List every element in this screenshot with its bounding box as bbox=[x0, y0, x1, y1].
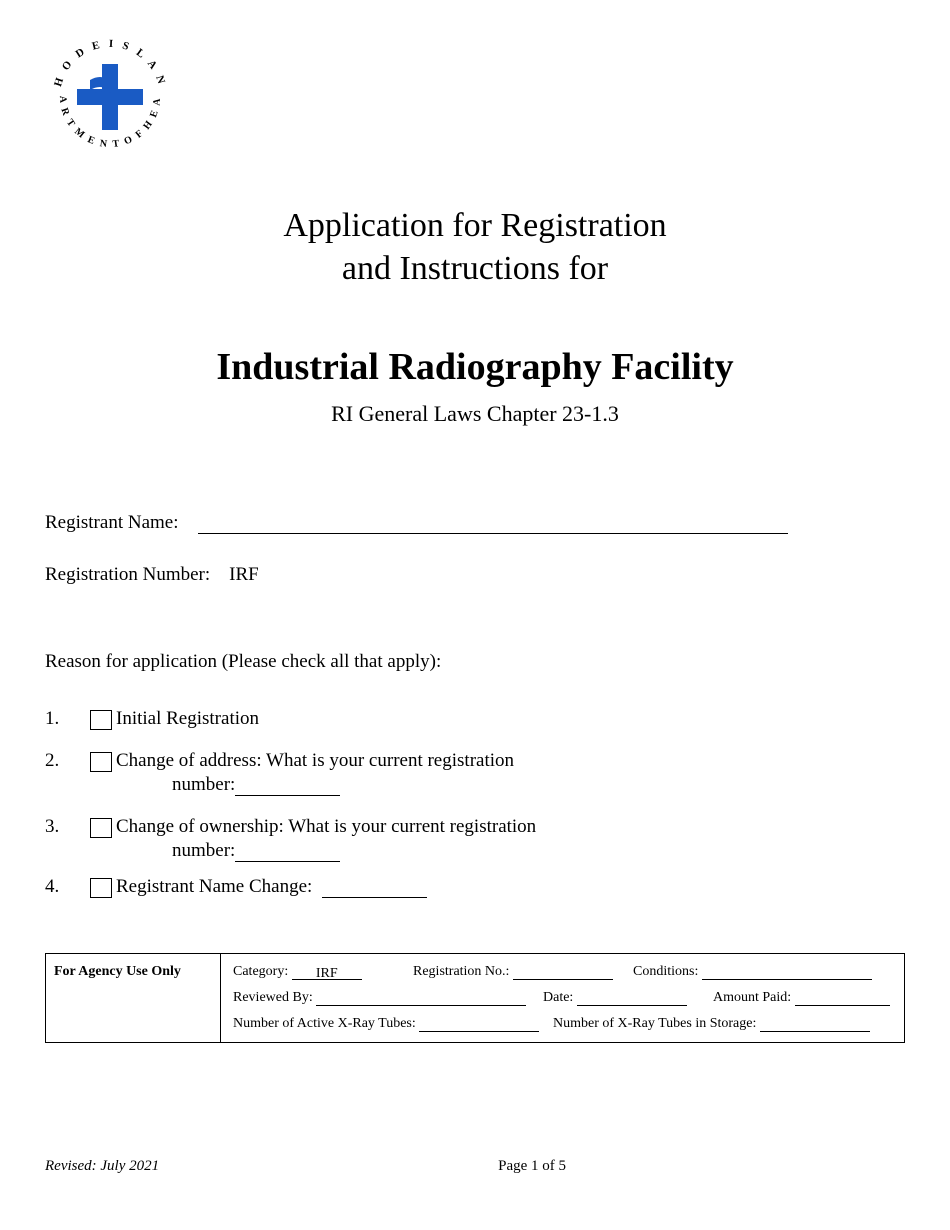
agency-category-label: Category: bbox=[233, 964, 288, 980]
reason-item-4: 4. Registrant Name Change: bbox=[45, 876, 905, 898]
ridoh-logo: R H O D E I S L A N D D E P A R T M E N … bbox=[45, 32, 175, 162]
title-block: Application for Registration and Instruc… bbox=[45, 205, 905, 427]
reason-num-1: 1. bbox=[45, 708, 90, 730]
agency-reviewed-input[interactable] bbox=[316, 992, 526, 1006]
registrant-fields: Registrant Name: Registration Number: IR… bbox=[45, 512, 905, 586]
reason-2-sub-label: number: bbox=[172, 774, 235, 795]
page-container: R H O D E I S L A N D D E P A R T M E N … bbox=[0, 0, 950, 1230]
checkbox-change-ownership[interactable] bbox=[90, 818, 112, 838]
reason-text-1: Initial Registration bbox=[116, 708, 259, 729]
page-footer: Revised: July 2021 Page 1 of 5 bbox=[45, 1158, 905, 1175]
subtitle: RI General Laws Chapter 23-1.3 bbox=[45, 401, 905, 427]
registration-number-label: Registration Number: bbox=[45, 564, 210, 585]
reason-3-number-input[interactable] bbox=[235, 861, 340, 862]
reason-text-3: Change of ownership: What is your curren… bbox=[116, 816, 536, 837]
revised-date: Revised: July 2021 bbox=[45, 1158, 159, 1175]
reason-item-2-wrap: 2. Change of address: What is your curre… bbox=[45, 750, 905, 796]
reason-list: 1. Initial Registration 2. Change of add… bbox=[45, 708, 905, 898]
reason-3-subline: number: bbox=[127, 840, 905, 862]
reason-2-number-input[interactable] bbox=[235, 795, 340, 796]
agency-amount-label: Amount Paid: bbox=[713, 990, 791, 1006]
reason-num-2: 2. bbox=[45, 750, 90, 772]
reason-num-4: 4. bbox=[45, 876, 90, 898]
agency-category-value: IRF bbox=[292, 966, 362, 980]
checkbox-change-address[interactable] bbox=[90, 752, 112, 772]
agency-date-label: Date: bbox=[543, 990, 573, 1006]
reason-4-input[interactable] bbox=[322, 897, 427, 898]
reason-item-3-wrap: 3. Change of ownership: What is your cur… bbox=[45, 816, 905, 862]
page-number: Page 1 of 5 bbox=[45, 1158, 905, 1175]
agency-header: For Agency Use Only bbox=[46, 954, 221, 1042]
agency-date-input[interactable] bbox=[577, 992, 687, 1006]
agency-use-box: For Agency Use Only Category: IRF Regist… bbox=[45, 953, 905, 1043]
reason-2-subline: number: bbox=[127, 774, 905, 796]
reason-text-4: Registrant Name Change: bbox=[116, 876, 312, 897]
agency-regno-input[interactable] bbox=[513, 966, 613, 980]
agency-conditions-input[interactable] bbox=[702, 966, 872, 980]
title-line-1: Application for Registration bbox=[45, 205, 905, 248]
checkbox-initial-registration[interactable] bbox=[90, 710, 112, 730]
reason-3-sub-label: number: bbox=[172, 840, 235, 861]
agency-conditions-label: Conditions: bbox=[633, 964, 698, 980]
registrant-name-input[interactable] bbox=[198, 533, 788, 534]
checkbox-name-change[interactable] bbox=[90, 878, 112, 898]
title-line-2: and Instructions for bbox=[45, 248, 905, 291]
registrant-name-row: Registrant Name: bbox=[45, 512, 905, 534]
agency-regno-label: Registration No.: bbox=[413, 964, 509, 980]
agency-active-input[interactable] bbox=[419, 1018, 539, 1032]
registration-prefix: IRF bbox=[229, 564, 259, 585]
reason-item-1: 1. Initial Registration bbox=[45, 708, 905, 730]
agency-active-label: Number of Active X-Ray Tubes: bbox=[233, 1016, 416, 1032]
agency-storage-input[interactable] bbox=[760, 1018, 870, 1032]
reason-text-2: Change of address: What is your current … bbox=[116, 750, 514, 771]
agency-storage-label: Number of X-Ray Tubes in Storage: bbox=[553, 1016, 756, 1032]
agency-amount-input[interactable] bbox=[795, 992, 890, 1006]
agency-fields: Category: IRF Registration No.: Conditio… bbox=[221, 954, 904, 1042]
reason-header: Reason for application (Please check all… bbox=[45, 651, 905, 673]
registrant-name-label: Registrant Name: bbox=[45, 512, 179, 533]
agency-reviewed-label: Reviewed By: bbox=[233, 990, 313, 1006]
main-title: Industrial Radiography Facility bbox=[45, 345, 905, 389]
registration-number-row: Registration Number: IRF bbox=[45, 564, 905, 586]
reason-num-3: 3. bbox=[45, 816, 90, 838]
